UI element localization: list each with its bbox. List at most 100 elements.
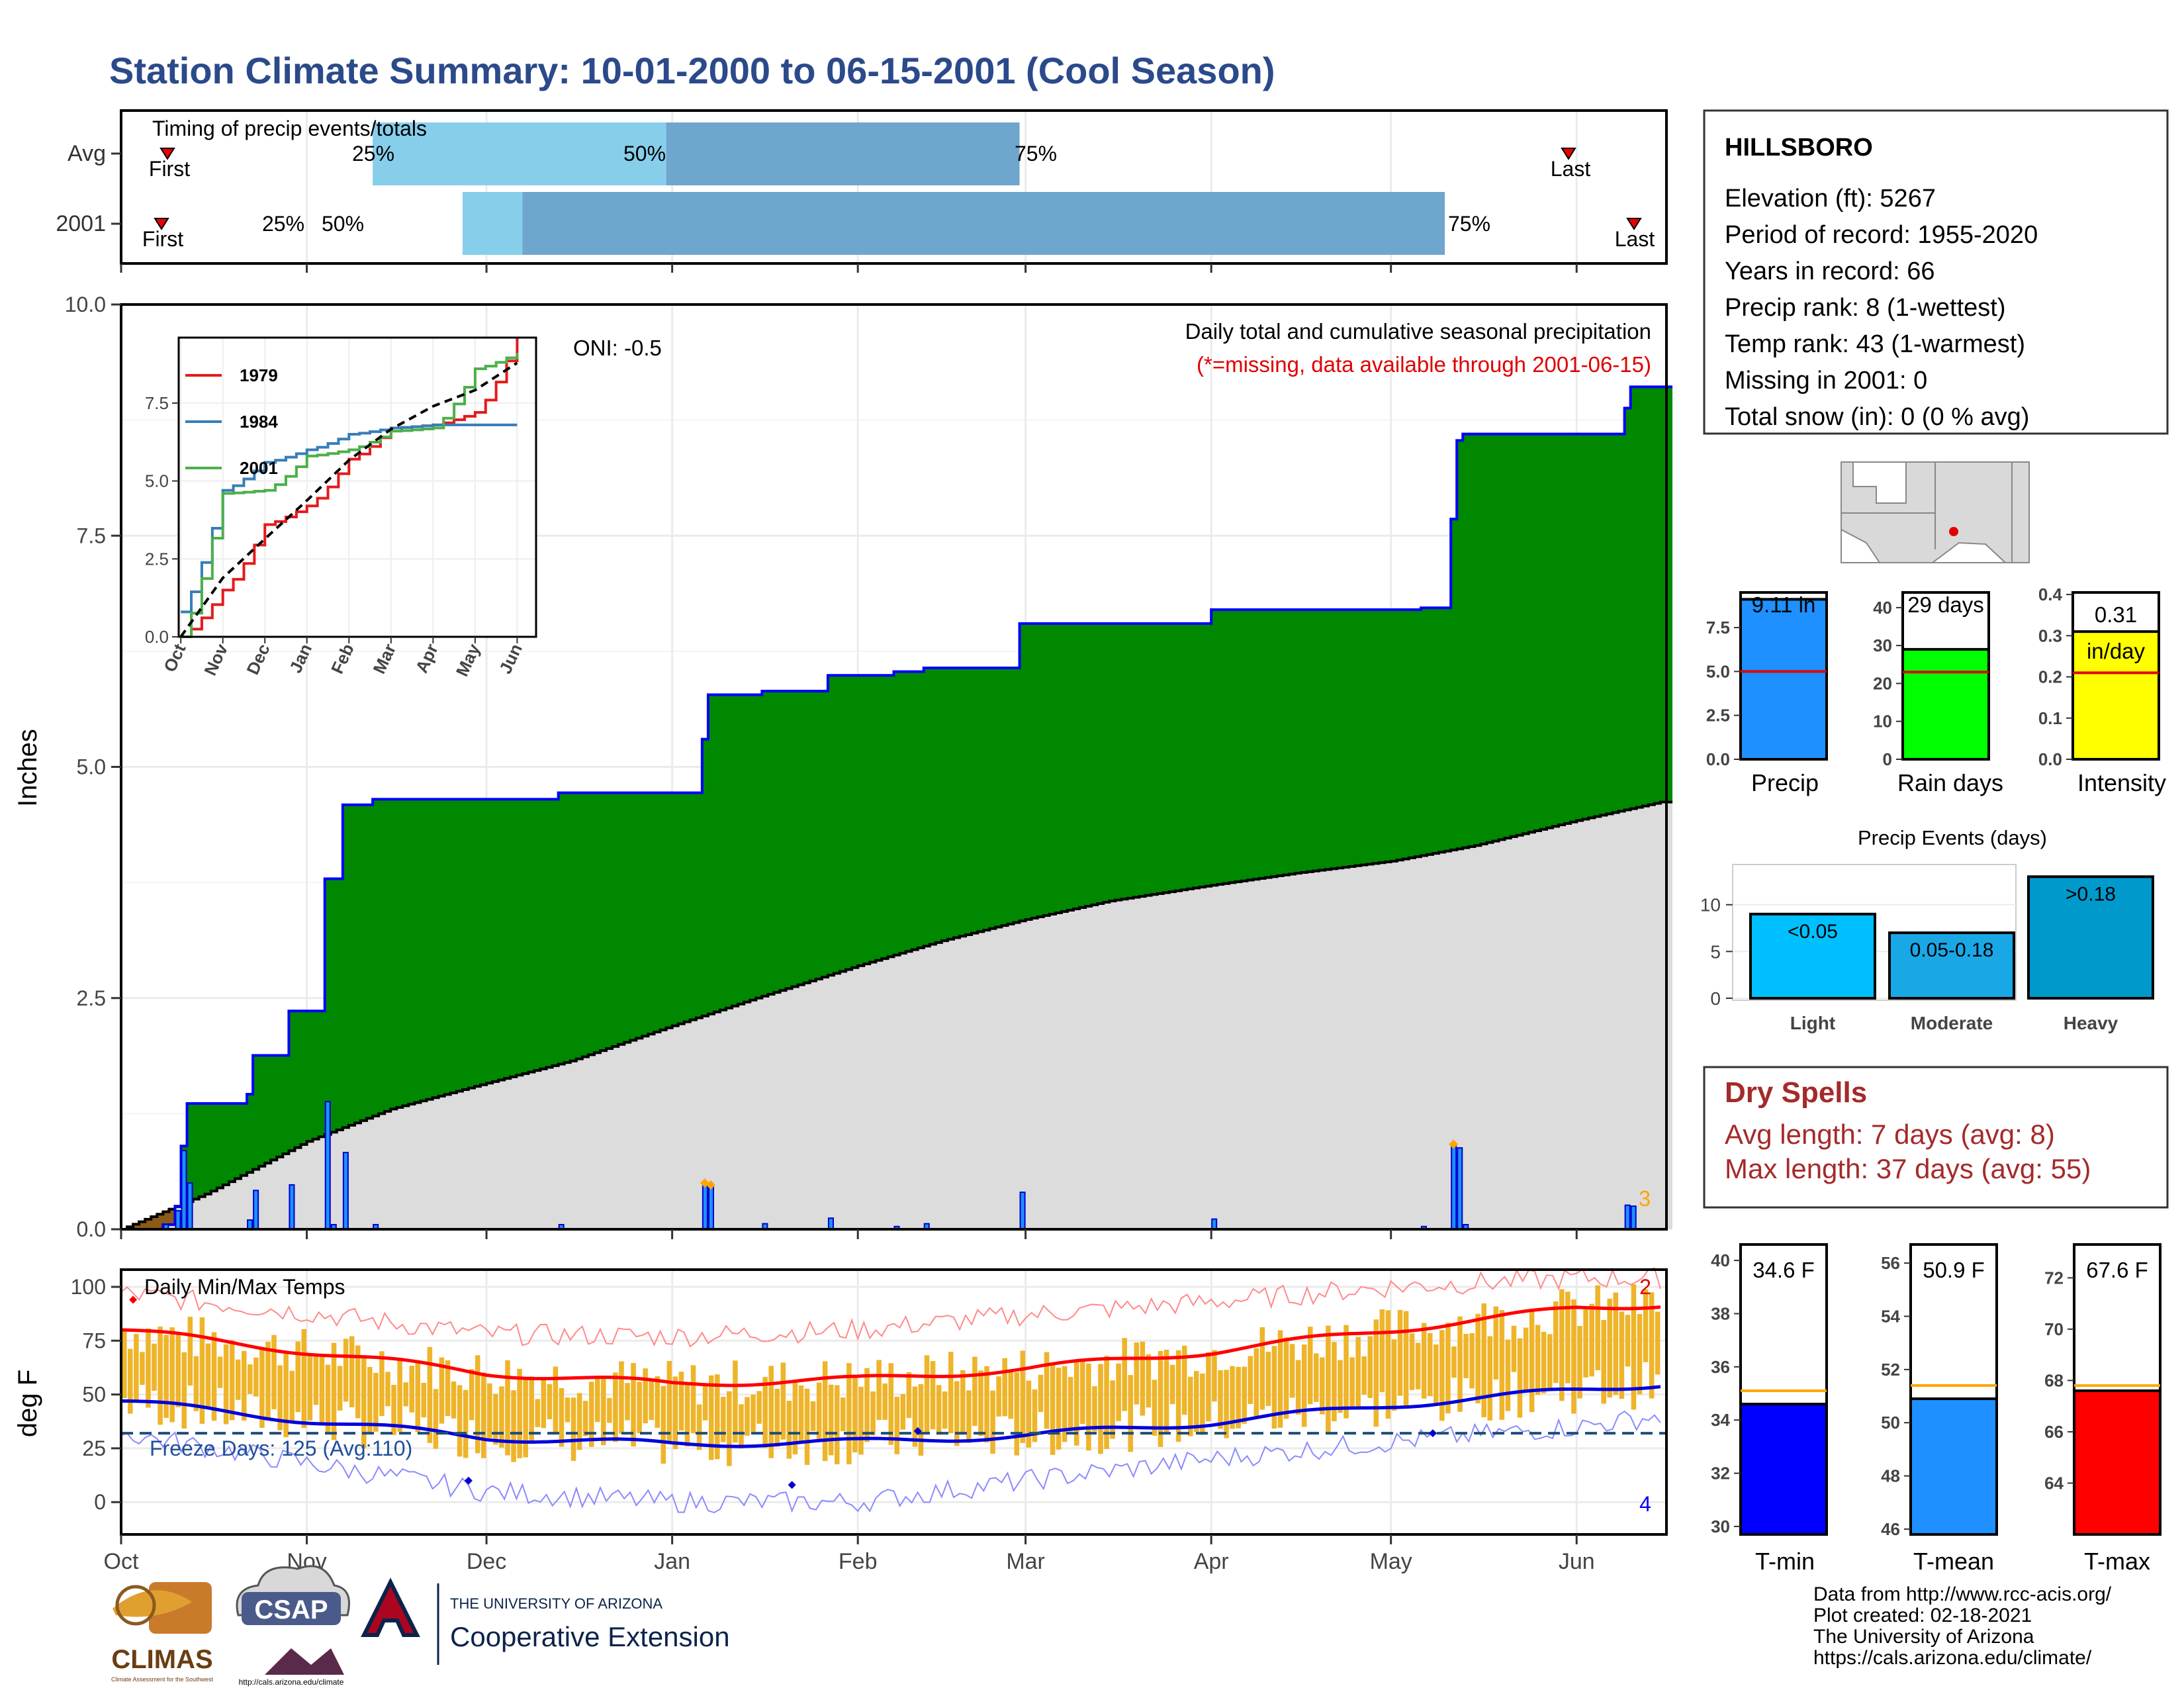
daily-temp-bar xyxy=(798,1385,804,1442)
daily-temp-bar xyxy=(1032,1389,1038,1442)
daily-precip-bar xyxy=(175,1210,181,1231)
daily-temp-bar xyxy=(193,1356,199,1411)
daily-temp-bar xyxy=(1104,1356,1109,1449)
daily-temp-bar xyxy=(487,1383,492,1438)
daily-temp-bar xyxy=(1517,1338,1523,1418)
temp-y-tick: 25 xyxy=(82,1436,106,1460)
daily-temp-bar xyxy=(1086,1363,1091,1451)
timing-row-avg-label: Avg xyxy=(68,141,106,166)
daily-temp-bar xyxy=(1511,1325,1517,1372)
daily-temp-bar xyxy=(1140,1341,1146,1416)
daily-temp-bar xyxy=(229,1340,235,1421)
daily-temp-bar xyxy=(1457,1316,1463,1412)
daily-temp-bar xyxy=(517,1368,522,1458)
daily-temp-bar xyxy=(1092,1386,1097,1432)
daily-temp-bar xyxy=(499,1386,504,1448)
precip-event-bar-label: 0.05-0.18 xyxy=(1910,939,1994,961)
precip-event-bar-label: <0.05 xyxy=(1788,921,1838,943)
daily-temp-bar xyxy=(870,1391,876,1436)
daily-temp-bar xyxy=(493,1393,498,1445)
daily-temp-bar xyxy=(1487,1336,1493,1421)
daily-temp-bar xyxy=(481,1372,486,1458)
daily-temp-bar xyxy=(882,1383,887,1420)
daily-temp-bar xyxy=(523,1380,528,1458)
temp-y-tick: 100 xyxy=(71,1275,106,1299)
daily-temp-bar xyxy=(1409,1333,1415,1390)
csap-logo-text: CSAP xyxy=(254,1595,328,1624)
timing-bar-25-50 xyxy=(462,192,523,255)
daily-temp-bar xyxy=(660,1385,666,1464)
daily-temp-bar xyxy=(924,1355,930,1434)
precip-y-tick: 0.0 xyxy=(77,1217,106,1241)
precip-event-y-tick: 5 xyxy=(1710,941,1721,962)
climas-logo-text: CLIMAS xyxy=(111,1645,212,1674)
daily-temp-bar xyxy=(541,1378,547,1429)
temp-marker xyxy=(788,1481,796,1489)
station-line-temp-rank: Temp rank: 43 (1-warmest) xyxy=(1725,330,2025,358)
daily-temp-bar xyxy=(1361,1356,1367,1395)
daily-temp-bar xyxy=(451,1381,457,1419)
daily-precip-bar xyxy=(247,1219,253,1231)
temp-marker xyxy=(464,1476,473,1485)
daily-temp-bar xyxy=(570,1397,576,1461)
daily-temp-bar xyxy=(762,1377,768,1448)
observed-cumulative-line xyxy=(121,385,1673,1231)
daily-temp-bar xyxy=(1451,1346,1457,1378)
tmax-bar xyxy=(2073,1389,2161,1536)
daily-temp-bar xyxy=(313,1355,319,1405)
daily-temp-bar xyxy=(1277,1330,1283,1428)
locator-map xyxy=(1841,461,2030,563)
daily-temp-bar xyxy=(900,1393,906,1430)
inset-legend-label: 1979 xyxy=(240,365,278,385)
timing-bar-25-50 xyxy=(373,122,666,185)
daily-temp-bar xyxy=(786,1401,792,1459)
daily-temp-bar xyxy=(792,1382,798,1455)
precip-total-bar-chart: 0.0 2.5 5.0 7.5 9.11 in Precip xyxy=(1706,591,1828,796)
event-marker xyxy=(1449,1139,1459,1149)
daily-temp-bar xyxy=(259,1347,265,1428)
intensity-y-tick: 0.0 xyxy=(2038,749,2062,769)
dry-spells-avg: Avg length: 7 days (avg: 8) xyxy=(1725,1119,2055,1150)
daily-precip-bar xyxy=(1451,1143,1457,1230)
daily-temp-bar xyxy=(834,1385,840,1465)
daily-temp-bar xyxy=(242,1350,247,1421)
daily-temp-bar xyxy=(643,1368,648,1424)
daily-temp-bar xyxy=(457,1385,463,1457)
daily-temp-bar xyxy=(199,1317,205,1424)
inset-x-tick: May xyxy=(452,640,484,679)
daily-temp-bar xyxy=(397,1358,402,1432)
daily-temp-bar xyxy=(445,1360,451,1417)
month-label: Mar xyxy=(1006,1549,1045,1574)
inset-x-tick: Mar xyxy=(369,641,400,677)
rain-days-label: Rain days xyxy=(1897,769,2003,796)
precip-annotation-title: Daily total and cumulative seasonal prec… xyxy=(1185,319,1651,344)
daily-temp-bar xyxy=(553,1366,559,1434)
tmean-label: T-mean xyxy=(1913,1548,1994,1575)
tmean-y-tick: 54 xyxy=(1881,1306,1900,1326)
daily-temp-bar xyxy=(1038,1374,1044,1412)
daily-temp-bar xyxy=(1163,1349,1169,1432)
intensity-bar xyxy=(2071,630,2160,761)
timing-bar-50-75 xyxy=(522,192,1445,255)
daily-temp-bar xyxy=(822,1361,828,1462)
csap-logo-url: http://cals.arizona.edu/climate xyxy=(239,1677,344,1687)
tmax-y-tick: 70 xyxy=(2044,1319,2064,1339)
daily-temp-bar xyxy=(547,1383,553,1420)
daily-temp-bar xyxy=(841,1397,846,1432)
daily-temp-bar xyxy=(1445,1323,1451,1413)
daily-temp-bar xyxy=(1152,1380,1158,1436)
daily-temp-bar xyxy=(535,1399,541,1427)
intensity-bar-chart: 0.0 0.1 0.2 0.3 0.4 0.31 in/day Intensity xyxy=(2038,585,2166,796)
climas-logo: CLIMAS Climate Assessment for the Southw… xyxy=(111,1582,214,1683)
precip-y-tick: 10.0 xyxy=(65,293,106,316)
ua-line2: Cooperative Extension xyxy=(450,1621,730,1652)
footer-line-2: Plot created: 02-18-2021 xyxy=(1813,1605,2032,1626)
daily-temp-bar xyxy=(152,1343,157,1391)
daily-temp-bar xyxy=(1559,1289,1565,1401)
daily-temp-bar xyxy=(756,1391,762,1424)
tmax-y-tick: 68 xyxy=(2044,1370,2064,1390)
daily-temp-bar xyxy=(751,1394,756,1432)
inset-legend-label: 1984 xyxy=(240,412,278,432)
avg-first-label: First xyxy=(149,157,190,181)
daily-temp-bar xyxy=(1259,1327,1265,1410)
